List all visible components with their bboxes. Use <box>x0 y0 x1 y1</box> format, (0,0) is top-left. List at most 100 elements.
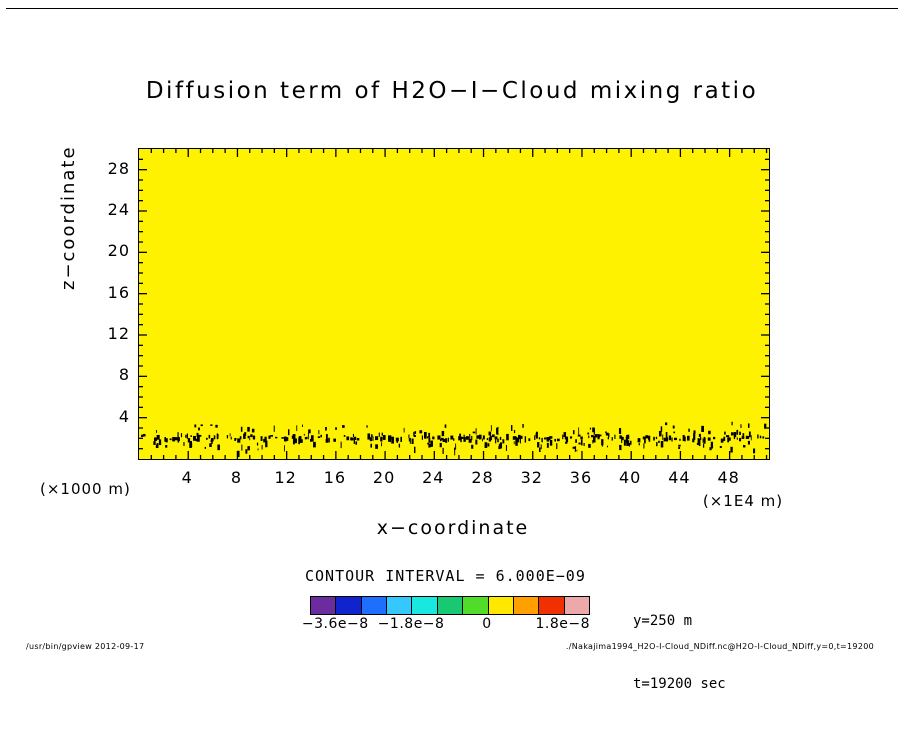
speckle-contour-mark <box>549 436 553 439</box>
speckle-contour-mark <box>488 431 491 436</box>
speckle-contour-mark <box>580 439 583 446</box>
speckle-contour-mark <box>346 436 350 441</box>
heatmap-canvas <box>139 149 769 459</box>
speckle-contour-mark <box>183 442 185 446</box>
speckle-contour-mark <box>742 445 746 448</box>
speckle-contour-mark <box>381 432 383 436</box>
speckle-contour-mark <box>513 441 515 445</box>
footer-file-path: ./Nakajima1994_H2O-I-Cloud_NDiff.nc@H2O-… <box>565 642 874 651</box>
speckle-contour-mark <box>226 435 229 439</box>
speckle-contour-mark <box>310 435 314 442</box>
speckle-contour-mark <box>747 423 750 428</box>
speckle-contour-mark <box>495 436 497 444</box>
speckle-contour-mark <box>343 435 346 437</box>
colorbar-cell <box>311 597 337 614</box>
y-tick-label: 12 <box>107 324 130 343</box>
speckle-contour-mark <box>432 436 435 440</box>
speckle-contour-mark <box>528 438 531 442</box>
speckle-contour-mark <box>454 448 456 456</box>
colorbar-cell <box>463 597 489 614</box>
speckle-contour-mark <box>682 434 685 442</box>
speckle-contour-mark <box>663 437 667 442</box>
speckle-contour-mark <box>229 433 231 437</box>
speckle-contour-mark <box>727 437 730 443</box>
speckle-contour-mark <box>701 425 704 432</box>
speckle-contour-mark <box>265 440 268 448</box>
speckle-contour-mark <box>688 428 690 432</box>
speckle-contour-mark <box>372 436 374 441</box>
speckle-contour-mark <box>164 437 166 442</box>
speckle-contour-mark <box>472 431 476 434</box>
speckle-contour-mark <box>447 437 450 442</box>
speckle-contour-mark <box>518 434 521 440</box>
speckle-contour-mark <box>703 436 706 444</box>
speckle-contour-mark <box>481 438 483 442</box>
x-tick-label: 28 <box>471 468 494 487</box>
speckle-contour-mark <box>445 438 448 443</box>
speckle-contour-mark <box>158 439 162 446</box>
speckle-contour-mark <box>513 429 516 434</box>
speckle-contour-mark <box>367 433 371 440</box>
speckle-contour-mark <box>165 438 168 443</box>
speckle-contour-mark <box>194 424 197 428</box>
speckle-contour-mark <box>519 437 521 444</box>
speckle-contour-mark <box>570 436 573 439</box>
speckle-contour-mark <box>674 437 678 441</box>
speckle-contour-mark <box>281 437 284 439</box>
speckle-contour-mark <box>382 435 386 440</box>
speckle-contour-mark <box>444 424 447 428</box>
colorbar-tick-label: 0 <box>482 616 492 632</box>
speckle-contour-mark <box>428 437 431 443</box>
speckle-contour-mark <box>200 424 203 427</box>
speckle-contour-mark <box>619 435 622 439</box>
speckle-contour-mark <box>471 435 473 441</box>
speckle-contour-mark <box>565 436 569 443</box>
speckle-contour-mark <box>460 436 464 440</box>
speckle-contour-mark <box>726 435 730 438</box>
speckle-contour-mark <box>697 438 700 445</box>
speckle-contour-mark <box>468 438 472 443</box>
speckle-contour-mark <box>700 436 702 441</box>
speckle-contour-mark <box>626 440 630 446</box>
speckle-contour-mark <box>730 432 734 436</box>
speckle-contour-mark <box>578 427 580 435</box>
speckle-contour-mark <box>245 449 248 454</box>
speckle-contour-mark <box>275 436 278 439</box>
speckle-contour-mark <box>708 430 711 435</box>
speckle-contour-mark <box>294 438 298 444</box>
page-frame-top-rule <box>6 8 898 9</box>
speckle-contour-mark <box>270 435 274 437</box>
speckle-contour-mark <box>574 446 577 452</box>
speckle-contour-mark <box>304 436 308 440</box>
speckle-contour-mark <box>286 437 289 441</box>
speckle-contour-mark <box>371 434 373 438</box>
speckle-contour-mark <box>497 426 499 429</box>
speckle-contour-mark <box>515 440 518 446</box>
speckle-contour-mark <box>736 437 738 440</box>
speckle-contour-mark <box>273 425 275 432</box>
speckle-contour-mark <box>678 446 681 450</box>
speckle-contour-mark <box>693 433 696 440</box>
speckle-contour-mark <box>217 444 220 451</box>
colorbar-cell <box>539 597 565 614</box>
speckle-contour-mark <box>598 434 602 437</box>
x-tick-label: 44 <box>668 468 691 487</box>
colorbar <box>310 596 590 615</box>
y-tick-label: 16 <box>107 282 130 302</box>
speckle-contour-mark <box>578 442 581 445</box>
speckle-contour-mark <box>490 425 492 432</box>
colorbar-tick-label: 1.8e−8 <box>535 616 590 632</box>
speckle-contour-mark <box>592 439 594 444</box>
speckle-contour-mark <box>264 436 267 442</box>
speckle-contour-mark <box>299 439 303 443</box>
y-axis-tick-labels: 4 8 12 16 20 24 28 <box>86 148 130 458</box>
speckle-contour-mark <box>748 431 751 438</box>
speckle-contour-mark <box>709 447 712 451</box>
speckle-contour-mark <box>539 447 541 452</box>
speckle-contour-mark <box>537 442 540 448</box>
speckle-contour-mark <box>354 436 357 440</box>
speckle-contour-mark <box>540 444 542 450</box>
speckle-contour-mark <box>216 433 218 440</box>
speckle-contour-mark <box>630 440 632 445</box>
speckle-contour-mark <box>665 422 668 426</box>
